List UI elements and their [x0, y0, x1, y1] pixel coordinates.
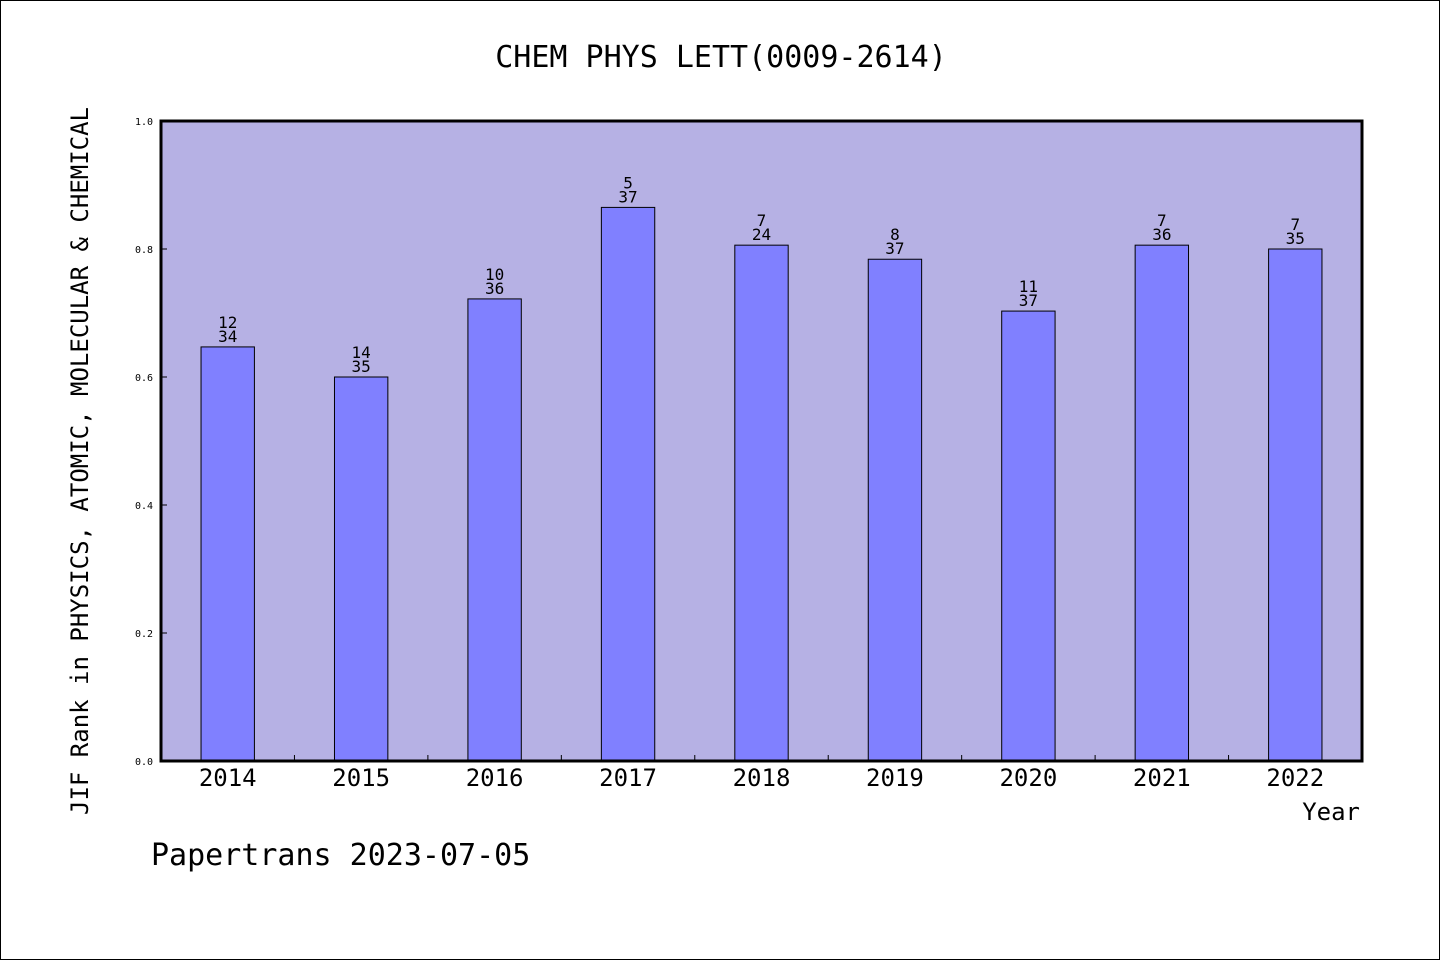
x-tick-label-2019: 2019 — [866, 764, 924, 792]
x-tick-label-2022: 2022 — [1266, 764, 1324, 792]
data-label-rank-2019: 8 — [890, 225, 900, 244]
y-tick-label-0.6: 0.6 — [135, 373, 153, 384]
y-tick-label-0.8: 0.8 — [135, 245, 153, 256]
bar-2021 — [1134, 244, 1190, 762]
bar-2018 — [734, 244, 789, 762]
bar-2019 — [867, 258, 923, 762]
data-label-rank-2018: 7 — [757, 211, 767, 230]
chart-title: CHEM PHYS LETT(0009-2614) — [495, 40, 947, 75]
data-label-total-2018: 24 — [752, 225, 771, 244]
bar-2015 — [333, 376, 389, 762]
x-tick-label-2015: 2015 — [332, 764, 390, 792]
y-tick-label-0.2: 0.2 — [135, 629, 153, 640]
data-label-total-2021: 36 — [1152, 225, 1171, 244]
y-tick-label-1.0: 1.0 — [135, 117, 153, 128]
y-axis: 0.0 0.2 0.4 0.6 0.8 1.0 — [135, 117, 167, 768]
x-axis: 2014 2015 2016 2017 2018 2019 2020 2021 2022 — [199, 755, 1324, 792]
data-label-total-2017: 37 — [618, 187, 637, 206]
y-tick-label-0.0: 0.0 — [135, 757, 153, 768]
x-axis-label: Year — [1302, 798, 1360, 826]
x-tick-label-2017: 2017 — [599, 764, 657, 792]
data-label-total-2014: 34 — [218, 327, 237, 346]
data-label-total-2020: 37 — [1019, 291, 1038, 310]
data-label-rank-2022: 7 — [1290, 215, 1300, 234]
x-tick-label-2018: 2018 — [733, 764, 791, 792]
data-label-rank-2014: 12 — [218, 313, 237, 332]
bar-2016 — [467, 298, 522, 762]
data-label-total-2016: 36 — [485, 279, 504, 298]
bars-group — [200, 206, 1323, 762]
y-axis-label: JIF Rank in PHYSICS, ATOMIC, MOLECULAR &… — [66, 107, 94, 815]
data-label-total-2015: 35 — [352, 357, 371, 376]
data-label-rank-2021: 7 — [1157, 211, 1167, 230]
data-label-rank-2016: 10 — [485, 265, 504, 284]
data-label-rank-2015: 14 — [352, 343, 371, 362]
y-tick-label-0.4: 0.4 — [135, 501, 153, 512]
plot-frame — [159, 119, 1364, 763]
bar-2020 — [1001, 310, 1056, 762]
x-tick-label-2020: 2020 — [999, 764, 1057, 792]
data-label-total-2019: 37 — [885, 239, 904, 258]
bar-2017 — [600, 206, 656, 762]
bar-2022 — [1268, 248, 1323, 762]
bar-2014 — [200, 346, 255, 762]
footer-text: Papertrans 2023-07-05 — [151, 838, 530, 873]
x-tick-label-2021: 2021 — [1133, 764, 1191, 792]
x-tick-label-2016: 2016 — [466, 764, 524, 792]
x-tick-label-2014: 2014 — [199, 764, 257, 792]
data-label-rank-2020: 11 — [1019, 277, 1038, 296]
data-label-total-2022: 35 — [1286, 229, 1305, 248]
data-label-rank-2017: 5 — [623, 173, 633, 192]
